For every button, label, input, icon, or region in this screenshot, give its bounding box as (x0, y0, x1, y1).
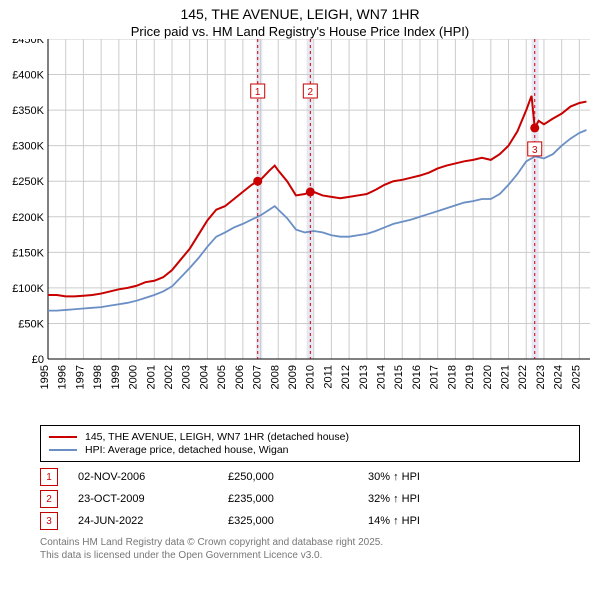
x-tick-label: 2005 (216, 365, 228, 389)
x-tick-label: 2023 (535, 365, 547, 389)
x-tick-label: 1998 (92, 365, 104, 389)
title-line-1: 145, THE AVENUE, LEIGH, WN7 1HR (0, 6, 600, 22)
x-tick-label: 2001 (145, 365, 157, 389)
x-tick-label: 1997 (74, 365, 86, 389)
x-tick-label: 2014 (376, 365, 388, 389)
x-tick-label: 2015 (393, 365, 405, 389)
legend-swatch (49, 436, 77, 438)
y-tick-label: £50K (18, 318, 44, 330)
series-subject (48, 96, 586, 297)
event-row: 1 02-NOV-2006£250,00030% ↑ HPI (40, 468, 580, 486)
event-label-text: 1 (255, 87, 261, 98)
event-marker-box: 1 (40, 468, 58, 486)
chart-area: £0 £50K £100K £150K £200K £250K £300K £350K £400… (0, 39, 600, 419)
y-tick-label: £350K (12, 105, 44, 117)
event-label-text: 2 (308, 87, 314, 98)
event-row: 3 24-JUN-2022£325,00014% ↑ HPI (40, 512, 580, 530)
x-tick-label: 2017 (429, 365, 441, 389)
x-tick-label: 2021 (500, 365, 512, 389)
event-hpi: 14% ↑ HPI (368, 515, 420, 527)
legend-box: 145, THE AVENUE, LEIGH, WN7 1HR (detache… (40, 425, 580, 462)
event-dot (306, 187, 315, 196)
x-tick-label: 2025 (570, 365, 582, 389)
event-dot (530, 123, 539, 132)
x-tick-label: 2004 (198, 365, 210, 389)
y-tick-label: £250K (12, 176, 44, 188)
legend-label: 145, THE AVENUE, LEIGH, WN7 1HR (detache… (85, 431, 349, 443)
event-hpi: 32% ↑ HPI (368, 493, 420, 505)
x-tick-label: 2009 (287, 365, 299, 389)
y-tick-label: £100K (12, 283, 44, 295)
events-table: 1 02-NOV-2006£250,00030% ↑ HPI 2 23-OCT-200… (40, 468, 580, 530)
footer-line-2: This data is licensed under the Open Gov… (40, 549, 580, 562)
event-label-text: 3 (532, 145, 538, 156)
x-tick-label: 2012 (340, 365, 352, 389)
x-tick-label: 1995 (39, 365, 51, 389)
legend-row: 145, THE AVENUE, LEIGH, WN7 1HR (detache… (49, 431, 571, 443)
event-dot (253, 177, 262, 186)
y-tick-label: £150K (12, 247, 44, 259)
x-tick-label: 2020 (482, 365, 494, 389)
x-tick-label: 2022 (517, 365, 529, 389)
x-tick-label: 2016 (411, 365, 423, 389)
event-marker-box: 2 (40, 490, 58, 508)
x-tick-label: 2013 (358, 365, 370, 389)
series-hpi (48, 130, 586, 311)
footer-line-1: Contains HM Land Registry data © Crown c… (40, 536, 580, 549)
x-tick-label: 2011 (322, 365, 334, 389)
y-tick-label: £300K (12, 141, 44, 153)
event-marker-box: 3 (40, 512, 58, 530)
chart-titles: 145, THE AVENUE, LEIGH, WN7 1HR Price pa… (0, 6, 600, 39)
y-tick-label: £0 (32, 354, 44, 366)
x-tick-label: 2019 (464, 365, 476, 389)
legend-row: HPI: Average price, detached house, Wiga… (49, 444, 571, 456)
title-line-2: Price paid vs. HM Land Registry's House … (0, 24, 600, 39)
y-tick-label: £200K (12, 212, 44, 224)
event-price: £250,000 (228, 471, 368, 483)
x-tick-label: 2000 (128, 365, 140, 389)
x-tick-label: 2008 (269, 365, 281, 389)
x-tick-label: 1996 (57, 365, 69, 389)
event-date: 23-OCT-2009 (78, 493, 228, 505)
x-tick-label: 2018 (446, 365, 458, 389)
event-price: £325,000 (228, 515, 368, 527)
x-tick-label: 2007 (252, 365, 264, 389)
x-tick-label: 2006 (234, 365, 246, 389)
x-tick-label: 2010 (305, 365, 317, 389)
chart-svg: £0 £50K £100K £150K £200K £250K £300K £350K £400… (0, 39, 600, 419)
y-tick-label: £400K (12, 70, 44, 82)
legend-swatch (49, 449, 77, 451)
y-tick-label: £450K (12, 39, 44, 46)
x-tick-label: 2024 (553, 365, 565, 389)
x-tick-label: 2003 (181, 365, 193, 389)
event-price: £235,000 (228, 493, 368, 505)
event-date: 02-NOV-2006 (78, 471, 228, 483)
x-tick-label: 2002 (163, 365, 175, 389)
x-tick-label: 1999 (110, 365, 122, 389)
footer-attribution: Contains HM Land Registry data © Crown c… (40, 536, 580, 562)
event-row: 2 23-OCT-2009£235,00032% ↑ HPI (40, 490, 580, 508)
legend-label: HPI: Average price, detached house, Wiga… (85, 444, 289, 456)
event-hpi: 30% ↑ HPI (368, 471, 420, 483)
event-date: 24-JUN-2022 (78, 515, 228, 527)
